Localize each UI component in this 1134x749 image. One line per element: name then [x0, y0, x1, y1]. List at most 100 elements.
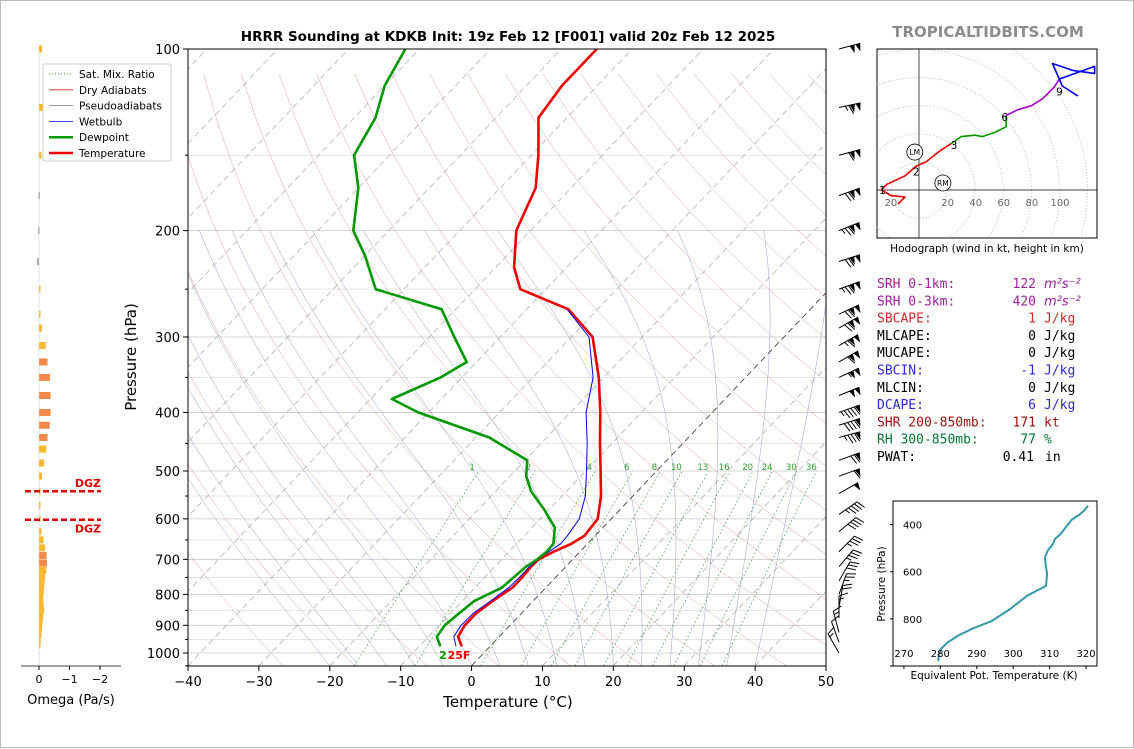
barb-staff: [839, 483, 858, 494]
mixing-ratio-line: [653, 471, 754, 666]
omega-bar: [39, 567, 46, 574]
hodograph-ring-label: 20: [941, 198, 954, 209]
barb-full: [856, 516, 864, 525]
theta-y-tick-label: 600: [903, 568, 922, 579]
moist-adiabat: [425, 231, 614, 666]
y-tick-label: 900: [155, 619, 180, 634]
index-value: 420: [1013, 294, 1036, 309]
y-tick-label: 600: [155, 513, 180, 528]
mixing-ratio-label: 36: [806, 463, 817, 473]
barb-staff: [839, 453, 860, 461]
omega-bar: [39, 374, 50, 381]
moist-adiabat: [98, 231, 358, 666]
index-label: DCAPE:: [877, 398, 924, 413]
index-unit: kt: [1044, 415, 1060, 430]
barb-full: [839, 593, 848, 596]
mixing-ratio-label: 2: [526, 463, 531, 473]
omega-bar: [39, 536, 44, 543]
index-label: MLCAPE:: [877, 329, 932, 344]
omega-bar: [39, 588, 44, 595]
barb-half: [839, 598, 844, 600]
wind-barb: [839, 222, 863, 239]
moist-adiabat: [313, 231, 557, 666]
hodograph-ring-label: 20: [885, 198, 898, 209]
index-value: 122: [1013, 277, 1036, 292]
wind-barb: [839, 150, 863, 164]
legend-label: Dry Adiabats: [79, 85, 147, 97]
moist-adiabat: [678, 231, 718, 666]
hodograph-ring-label: 80: [1026, 198, 1039, 209]
omega-x-tick-label: −1: [61, 673, 77, 686]
y-tick-label: 100: [155, 43, 180, 58]
index-unit: %: [1044, 433, 1052, 448]
index-unit: J/kg: [1044, 398, 1075, 413]
omega-bar: [39, 574, 45, 581]
barb-staff: [839, 351, 858, 362]
skewt-frame: [188, 49, 826, 666]
x-tick-label: −20: [316, 675, 343, 690]
wind-barb: [839, 255, 863, 270]
omega-bar: [39, 342, 46, 349]
hodograph-height-label: 6: [1001, 112, 1008, 124]
wind-barb: [839, 188, 863, 204]
wind-barb: [839, 432, 863, 446]
hodograph-height-label: 2: [913, 167, 920, 179]
mixing-ratio-label: 30: [786, 463, 797, 473]
isotherm-line: [330, 49, 916, 666]
mixing-ratio-label: 16: [719, 463, 730, 473]
theta-x-tick-label: 320: [1077, 649, 1096, 660]
hodograph-height-label: 1: [879, 185, 886, 197]
omega-bar: [39, 446, 46, 453]
barb-full: [842, 586, 851, 591]
wind-barb: [839, 305, 863, 322]
skewt-profiles: [353, 49, 601, 646]
barb-pennant: [850, 45, 857, 54]
theta-y-tick-label: 800: [903, 615, 922, 626]
barb-staff: [839, 305, 859, 314]
omega-xlabel: Omega (Pa/s): [27, 693, 115, 708]
dry-adiabat: [90, 74, 427, 666]
barb-half: [846, 509, 850, 514]
wind-barb: [839, 43, 862, 56]
barb-half: [834, 612, 839, 615]
index-value: 171: [1013, 415, 1036, 430]
barb-pennant: [855, 43, 862, 52]
barb-pennant: [855, 150, 862, 159]
legend-label: Wetbulb: [79, 116, 123, 128]
mixing-ratio-label: 13: [697, 463, 708, 473]
barb-full: [843, 583, 852, 588]
omega-bar: [39, 325, 42, 332]
omega-bar: [39, 46, 42, 53]
omega-bar: [39, 409, 51, 416]
barb-full: [845, 310, 852, 319]
barb-half: [842, 229, 845, 234]
index-unit: m²s⁻²: [1044, 277, 1081, 292]
y-tick-label: 300: [155, 331, 180, 346]
profile-temperature: [458, 49, 601, 646]
barb-full: [855, 534, 863, 542]
barb-staff: [839, 188, 860, 196]
index-unit: J/kg: [1044, 381, 1075, 396]
mixing-ratio-line: [415, 471, 535, 666]
skewt-ylabel: Pressure (hPa): [122, 303, 140, 411]
barb-half: [844, 436, 847, 441]
wind-barb: [839, 351, 863, 370]
wind-barb: [827, 627, 847, 653]
omega-bar: [39, 473, 42, 480]
legend-label: Pseudoadiabats: [79, 101, 162, 113]
omega-bar: [39, 392, 51, 399]
theta-e-xlabel: Equivalent Pot. Temperature (K): [910, 670, 1077, 682]
moist-adiabat: [171, 231, 444, 666]
y-tick-label: 800: [155, 588, 180, 603]
barb-half: [845, 342, 849, 347]
index-unit: J/kg: [1044, 329, 1075, 344]
y-tick-label: 1000: [147, 647, 180, 662]
theta-e-ylabel: Pressure (hPa): [876, 546, 888, 621]
omega-bar: [39, 601, 44, 608]
wind-barb: [839, 335, 863, 354]
chart-title: HRRR Sounding at KDKB Init: 19z Feb 12 […: [241, 29, 775, 45]
moist-adiabat: [200, 231, 472, 666]
moist-adiabat: [144, 231, 415, 666]
